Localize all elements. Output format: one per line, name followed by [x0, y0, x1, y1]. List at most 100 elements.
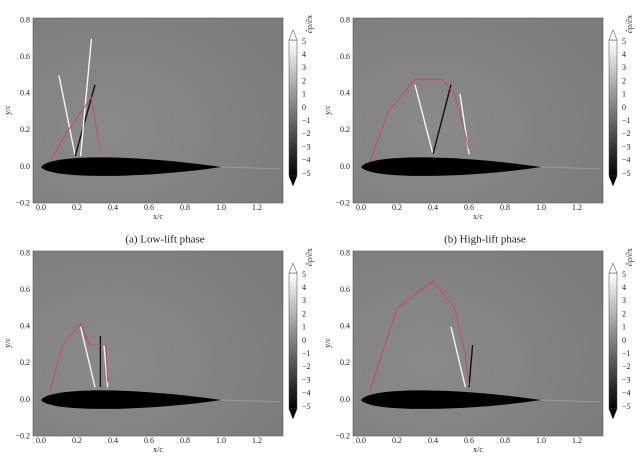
flow-field: [352, 17, 604, 204]
sonic-line: [369, 280, 470, 391]
colorbar: [288, 39, 298, 177]
colorbar-tick-label: 4: [302, 50, 306, 59]
flow-field: [32, 17, 284, 204]
airfoil: [361, 390, 541, 409]
colorbar-tick-label: 1: [302, 90, 306, 99]
x-tick-label: 0.0: [36, 203, 46, 212]
wake: [220, 399, 281, 403]
y-tick-label: 0.4: [20, 89, 30, 98]
colorbar-label: ∂ρ/∂x: [625, 248, 634, 266]
y-tick-label: 0.2: [340, 125, 350, 134]
panel: 0.0 0.2 0.4 0.6 0.8 1.0 1.2 0.8 0.6 0.4 0.2 0.0 −0.2…: [3, 15, 314, 246]
colorbar-tick-label: 2: [302, 76, 306, 85]
colorbar-label: ∂ρ/∂x: [305, 248, 314, 266]
colorbar-arrow: [288, 408, 298, 420]
colorbar-tick-label: 1: [622, 90, 626, 99]
y-tick-label: 0.6: [20, 52, 30, 61]
colorbar-label: ∂ρ/∂x: [625, 15, 634, 33]
colorbar-tick-label: −4: [622, 389, 631, 398]
colorbar-tick-label: 4: [302, 283, 306, 292]
x-tick-label: 0.4: [428, 436, 438, 445]
colorbar-tick-label: 1: [622, 323, 626, 332]
sonic-line: [49, 96, 101, 162]
y-tick-label: 0.2: [20, 125, 30, 134]
sonic-line: [49, 322, 109, 391]
shock-wave: [414, 84, 434, 155]
colorbar-arrow: [288, 262, 298, 274]
y-axis-label: y/c: [323, 105, 332, 115]
shock-wave: [468, 345, 474, 388]
colorbar-tick-label: −5: [622, 402, 631, 411]
panel: 0.0 0.2 0.4 0.6 0.8 1.0 1.2 0.8 0.6 0.4 0.2 0.0 −0.2…: [323, 15, 634, 246]
colorbar-tick-label: −3: [302, 142, 311, 151]
colorbar-tick-label: 0: [302, 103, 306, 112]
colorbar-tick-label: −3: [622, 375, 631, 384]
y-tick-label: 0.6: [20, 285, 30, 294]
colorbar-tick-label: −5: [622, 169, 631, 178]
colorbar-tick-label: 4: [622, 283, 626, 292]
x-tick-label: 0.0: [356, 436, 366, 445]
colorbar-tick-label: 4: [622, 50, 626, 59]
x-tick-label: 0.2: [392, 436, 402, 445]
airfoil: [361, 157, 541, 176]
colorbar-arrow: [608, 29, 618, 41]
colorbar-arrow: [288, 29, 298, 41]
flow-field: [352, 250, 604, 437]
x-tick-label: 0.6: [464, 436, 474, 445]
colorbar: [608, 272, 618, 410]
colorbar-tick-label: −4: [622, 156, 631, 165]
colorbar-tick-label: 5: [302, 37, 306, 46]
y-axis-label: y/c: [3, 105, 12, 115]
shock-wave: [432, 84, 452, 155]
colorbar-arrow: [608, 408, 618, 420]
sonic-line: [369, 78, 470, 162]
wake: [540, 399, 601, 403]
shock-wave: [103, 345, 109, 388]
panel: 0.0 0.2 0.4 0.6 0.8 1.0 1.2 0.8 0.6 0.4 0.2 0.0 −0.2…: [3, 248, 314, 454]
y-tick-label: 0.8: [340, 248, 350, 257]
y-tick-label: 0.0: [340, 162, 350, 171]
x-tick-label: 0.2: [72, 436, 82, 445]
x-tick-label: 0.0: [356, 203, 366, 212]
x-tick-label: 0.0: [36, 436, 46, 445]
x-tick-label: 0.4: [108, 436, 118, 445]
y-tick-label: 0.4: [20, 322, 30, 331]
colorbar: [608, 39, 618, 177]
y-tick-label: 0.0: [340, 395, 350, 404]
shock-wave: [79, 326, 96, 388]
y-tick-label: −0.2: [15, 198, 30, 207]
colorbar-tick-label: −3: [622, 142, 631, 151]
y-tick-label: 0.4: [340, 322, 350, 331]
x-tick-label: 0.4: [108, 203, 118, 212]
y-tick-label: 0.8: [20, 15, 30, 24]
x-tick-label: 0.6: [144, 436, 154, 445]
y-tick-label: 0.2: [340, 358, 350, 367]
y-tick-label: 0.6: [340, 52, 350, 61]
y-tick-label: −0.2: [335, 431, 350, 440]
x-tick-label: 0.6: [464, 203, 474, 212]
x-tick-label: 1.0: [536, 203, 546, 212]
x-axis-label: x/c: [473, 212, 483, 221]
caption: (a) Low-lift phase: [125, 234, 205, 246]
colorbar-tick-label: −1: [622, 349, 631, 358]
x-tick-label: 1.0: [536, 436, 546, 445]
colorbar: [288, 272, 298, 410]
colorbar-tick-label: −2: [622, 129, 631, 138]
colorbar-tick-label: −3: [302, 375, 311, 384]
colorbar-tick-label: 5: [302, 270, 306, 279]
x-axis-label: x/c: [153, 212, 163, 221]
y-axis-label: y/c: [323, 338, 332, 348]
colorbar-tick-label: 3: [622, 63, 626, 72]
x-axis-label: x/c: [473, 445, 483, 454]
x-tick-label: 1.0: [216, 436, 226, 445]
x-tick-label: 0.4: [428, 203, 438, 212]
colorbar-arrow: [288, 175, 298, 187]
y-tick-label: 0.0: [20, 395, 30, 404]
x-tick-label: 0.6: [144, 203, 154, 212]
x-axis-label: x/c: [153, 445, 163, 454]
x-tick-label: 1.0: [216, 203, 226, 212]
colorbar-tick-label: 2: [302, 309, 306, 318]
colorbar-tick-label: −5: [302, 402, 311, 411]
colorbar-tick-label: −2: [302, 362, 311, 371]
caption: (b) High-lift phase: [444, 234, 526, 246]
